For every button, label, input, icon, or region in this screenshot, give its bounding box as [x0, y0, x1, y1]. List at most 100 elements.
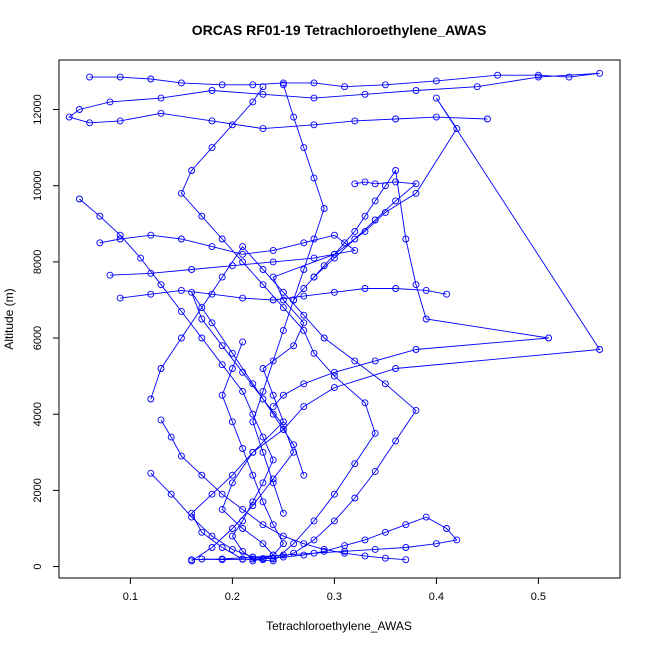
data-point: [351, 235, 359, 243]
data-point: [361, 227, 369, 235]
data-point: [453, 125, 461, 133]
data-point: [300, 471, 308, 479]
data-point: [279, 304, 287, 312]
data-point: [300, 292, 308, 300]
data-point: [259, 479, 267, 487]
data-point: [147, 469, 155, 477]
data-point: [269, 391, 277, 399]
data-point: [351, 117, 359, 125]
data-point: [198, 334, 206, 342]
data-point: [361, 552, 369, 560]
data-point: [422, 513, 430, 521]
data-point: [412, 346, 420, 353]
data-point: [412, 87, 420, 94]
data-point: [402, 235, 410, 243]
data-point: [157, 109, 165, 117]
data-point: [392, 285, 400, 292]
data-point: [300, 266, 308, 273]
data-point: [361, 399, 369, 407]
data-point: [310, 79, 318, 87]
x-axis: 0.1 0.2 0.3 0.4 0.5: [123, 577, 546, 603]
data-point: [177, 235, 185, 243]
data-point: [177, 452, 185, 460]
data-point: [402, 521, 410, 529]
series-6: [96, 231, 359, 279]
data-point: [249, 557, 257, 565]
data-point: [249, 81, 257, 89]
data-point: [310, 549, 318, 557]
data-point: [218, 544, 226, 551]
data-point: [392, 167, 400, 174]
data-point: [228, 262, 236, 270]
x-axis-label: Tetrachloroethylene_AWAS: [266, 619, 412, 633]
data-point: [371, 357, 379, 365]
x-tick-label: 0.5: [531, 591, 546, 603]
data-point: [269, 258, 277, 266]
data-point: [310, 536, 318, 544]
data-point: [239, 445, 247, 452]
x-tick-label: 0.1: [123, 591, 138, 603]
data-point: [228, 545, 236, 553]
series-line: [272, 169, 549, 407]
data-point: [198, 528, 206, 536]
data-point: [177, 79, 185, 87]
data-point: [208, 290, 216, 298]
series-4: [188, 513, 461, 564]
data-point: [371, 216, 379, 224]
data-point: [86, 119, 94, 127]
y-axis: 0 2000 4000 6000 8000 10000 12000: [32, 94, 60, 570]
data-point: [269, 357, 277, 365]
data-point: [300, 326, 308, 334]
data-point: [300, 551, 308, 559]
y-tick-label: 12000: [32, 94, 44, 125]
data-point: [177, 307, 185, 315]
data-point: [290, 540, 298, 548]
data-point: [279, 288, 287, 296]
data-point: [239, 555, 247, 563]
series-8: [249, 81, 328, 517]
data-point: [269, 246, 277, 254]
y-tick-label: 6000: [32, 326, 44, 350]
data-point: [320, 262, 328, 270]
data-point: [381, 380, 389, 388]
data-point: [269, 479, 277, 487]
data-point: [300, 403, 308, 411]
data-point: [279, 296, 287, 304]
data-point: [208, 532, 216, 540]
data-point: [269, 456, 277, 464]
data-point: [443, 525, 451, 532]
data-point: [392, 197, 400, 205]
data-point: [371, 429, 379, 437]
data-point: [422, 286, 430, 294]
data-point: [208, 243, 216, 251]
data-point: [259, 498, 267, 506]
data-point: [177, 286, 185, 294]
data-point: [259, 387, 267, 395]
data-point: [279, 81, 287, 89]
data-point: [432, 94, 440, 102]
data-point: [239, 547, 247, 555]
data-point: [259, 540, 267, 548]
data-point: [279, 532, 287, 540]
series-line: [313, 181, 418, 278]
data-point: [402, 544, 410, 551]
data-point: [330, 490, 338, 498]
data-point: [330, 384, 338, 392]
x-tick-label: 0.4: [429, 591, 444, 603]
data-point: [208, 144, 216, 152]
data-point: [290, 441, 298, 449]
data-point: [279, 553, 287, 561]
data-point: [351, 227, 359, 235]
data-point: [310, 349, 318, 357]
data-point: [320, 205, 328, 212]
data-point: [341, 83, 349, 91]
series-line: [180, 86, 601, 562]
data-point: [330, 254, 338, 262]
data-point: [259, 521, 267, 529]
data-point: [279, 551, 287, 559]
series-line: [191, 292, 305, 562]
data-point: [545, 334, 553, 342]
data-point: [320, 547, 328, 555]
data-point: [106, 98, 114, 106]
